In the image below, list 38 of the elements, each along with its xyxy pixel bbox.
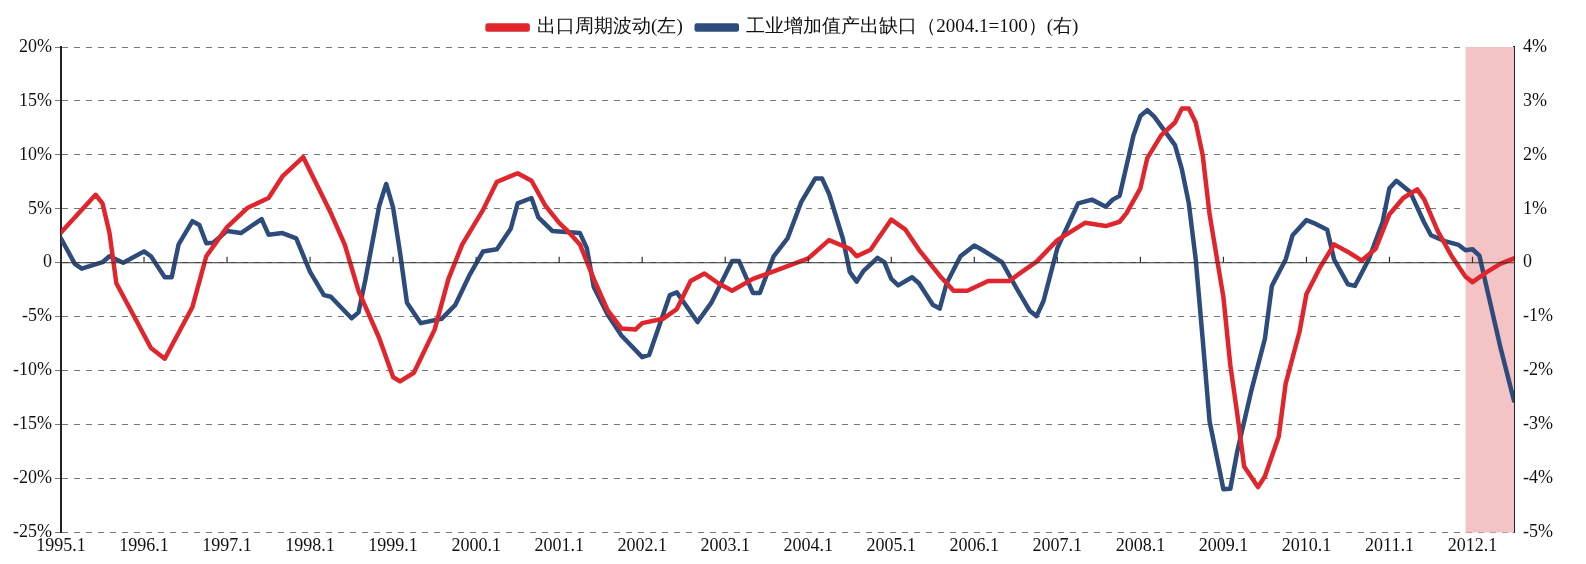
x-tick-label: 2004.1 bbox=[783, 534, 834, 555]
x-tick-label: 2000.1 bbox=[451, 534, 501, 555]
y-tick-label: -15% bbox=[12, 413, 52, 434]
legend-label: 出口周期波动(左) bbox=[537, 15, 683, 38]
y2-tick-label: 0 bbox=[1523, 251, 1533, 272]
x-tick-label: 2002.1 bbox=[617, 534, 667, 555]
y-tick-label: 15% bbox=[18, 89, 52, 110]
y-tick-label: 0 bbox=[42, 251, 52, 272]
y2-tick-label: -2% bbox=[1523, 359, 1554, 380]
x-tick-label: 1996.1 bbox=[119, 534, 169, 555]
y2-tick-label: 1% bbox=[1523, 197, 1548, 218]
x-tick-label: 1999.1 bbox=[368, 534, 418, 555]
y2-tick-label: 3% bbox=[1523, 89, 1548, 110]
y-tick-label: -10% bbox=[12, 359, 52, 380]
y2-tick-label: -4% bbox=[1523, 467, 1554, 488]
y-tick-label: 5% bbox=[27, 197, 52, 218]
x-tick-label: 1997.1 bbox=[202, 534, 252, 555]
y2-tick-label: 4% bbox=[1523, 35, 1548, 56]
legend-label: 工业增加值产出缺口（2004.1=100）(右) bbox=[746, 15, 1079, 38]
x-tick-label: 2011.1 bbox=[1365, 534, 1414, 555]
x-tick-label: 2012.1 bbox=[1447, 534, 1498, 555]
y2-tick-label: -1% bbox=[1523, 305, 1554, 326]
x-tick-label: 2005.1 bbox=[866, 534, 917, 555]
y-tick-label: 10% bbox=[18, 143, 52, 164]
x-tick-label: 2001.1 bbox=[534, 534, 584, 555]
y2-tick-label: -3% bbox=[1523, 413, 1554, 434]
x-tick-label: 1998.1 bbox=[285, 534, 335, 555]
x-tick-label: 2010.1 bbox=[1281, 534, 1332, 555]
x-tick-label: 2006.1 bbox=[949, 534, 1000, 555]
y2-tick-label: 2% bbox=[1523, 143, 1548, 164]
y-tick-label: -5% bbox=[21, 305, 52, 326]
x-tick-label: 2008.1 bbox=[1115, 534, 1166, 555]
y2-tick-label: -5% bbox=[1523, 521, 1554, 542]
x-tick-label: 2009.1 bbox=[1198, 534, 1249, 555]
x-tick-label: 2003.1 bbox=[700, 534, 750, 555]
y-tick-label: 20% bbox=[18, 35, 52, 56]
y-tick-label: -20% bbox=[12, 467, 52, 488]
x-tick-label: 2007.1 bbox=[1032, 534, 1083, 555]
